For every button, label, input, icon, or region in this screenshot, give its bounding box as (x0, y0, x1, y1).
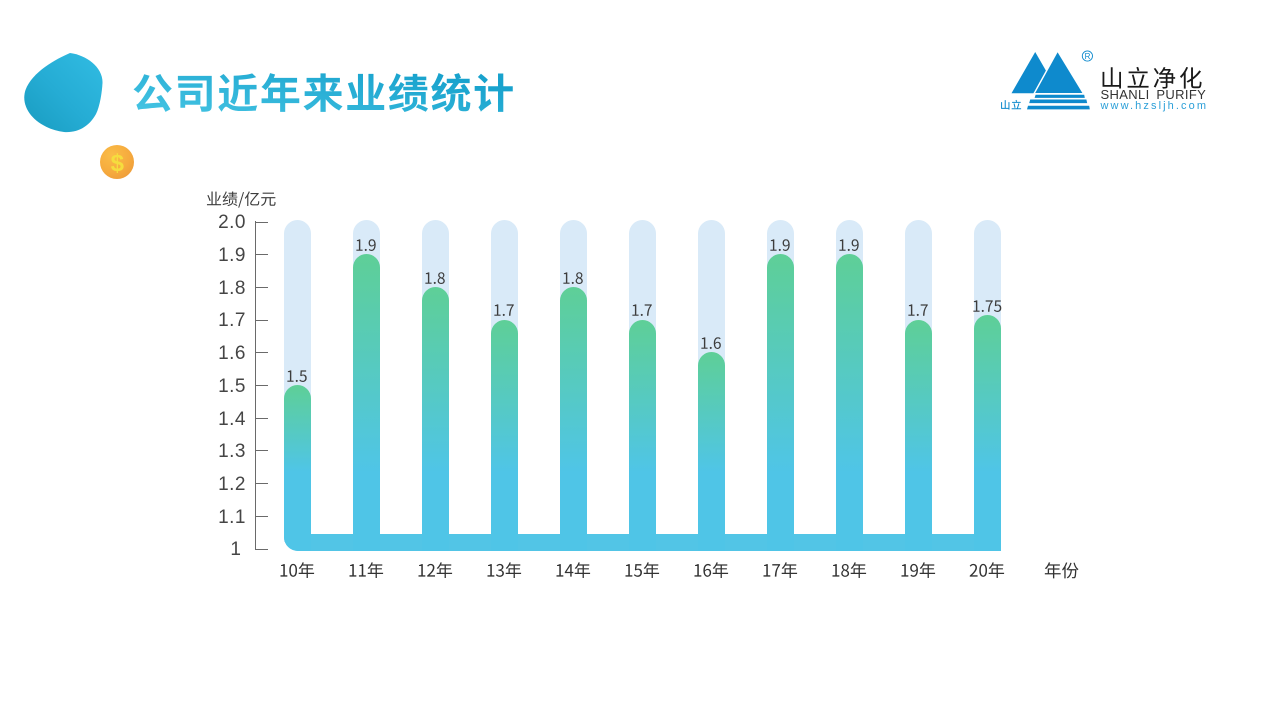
svg-text:$: $ (111, 150, 125, 177)
svg-text:R: R (1085, 52, 1091, 61)
